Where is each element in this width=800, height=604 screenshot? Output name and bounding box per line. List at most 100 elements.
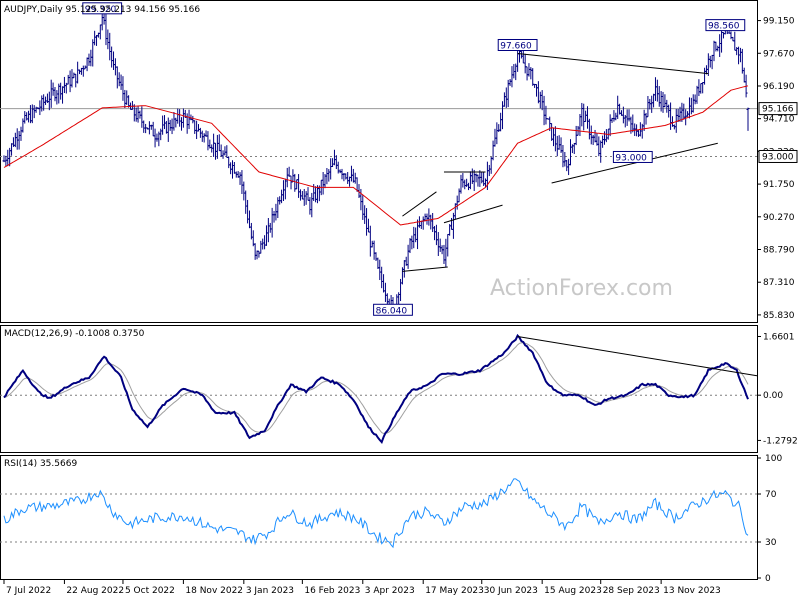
trendline: [551, 142, 718, 184]
price-bar: [669, 102, 673, 130]
price-bar: [467, 182, 471, 191]
price-bar: [697, 79, 701, 97]
price-bar: [283, 178, 287, 200]
price-bar: [38, 100, 42, 116]
price-bar: [663, 94, 667, 108]
price-bar: [585, 106, 589, 129]
price-bar: [433, 226, 437, 241]
price-bar: [523, 53, 527, 74]
price-bar: [425, 213, 429, 225]
price-bar: [653, 77, 657, 101]
price-bar: [476, 174, 480, 187]
price-bar: [95, 34, 99, 46]
price-bar: [655, 79, 659, 102]
price-bar: [621, 106, 625, 124]
price-bar: [85, 57, 89, 72]
price-bar: [93, 30, 97, 46]
x-tick-label: 18 Nov 2022: [185, 586, 243, 596]
price-bar: [550, 123, 554, 141]
price-bar: [557, 135, 561, 150]
price-bar: [104, 11, 108, 46]
level-price-label: 93.000: [762, 152, 794, 162]
price-bar: [568, 139, 572, 166]
price-bar: [4, 155, 8, 167]
rsi-legend: RSI(14) 35.5669: [4, 459, 77, 469]
price-bar: [468, 171, 472, 190]
price-bar: [153, 128, 157, 148]
price-bar: [159, 128, 163, 141]
price-bar: [491, 140, 495, 161]
price-bar: [587, 118, 591, 140]
x-tick-label: 15 Aug 2023: [544, 586, 602, 596]
price-bar: [53, 87, 57, 102]
annotation-label: 93.000: [615, 153, 647, 163]
price-bar: [227, 156, 231, 169]
watermark: ActionForex.com: [490, 276, 673, 301]
price-bar: [270, 207, 274, 238]
price-bar: [174, 117, 178, 128]
macd-signal-line: [3, 342, 749, 435]
price-bar: [408, 238, 412, 254]
x-tick-label: 5 Oct 2022: [125, 586, 175, 596]
price-bar: [531, 68, 535, 86]
price-bar: [365, 208, 369, 236]
price-bar: [325, 167, 329, 185]
price-bar: [693, 94, 697, 105]
price-bar: [542, 95, 546, 126]
price-bar: [410, 235, 414, 250]
price-bar: [166, 117, 170, 142]
price-tick-label: 87.310: [763, 278, 795, 288]
price-bar: [217, 134, 221, 152]
price-bar: [642, 109, 646, 131]
price-bar: [221, 150, 225, 159]
price-bar: [49, 79, 53, 108]
price-bar: [336, 161, 340, 174]
price-bar: [280, 189, 284, 204]
price-bar: [738, 47, 742, 63]
price-bar: [687, 97, 691, 119]
price-bar: [259, 240, 263, 254]
price-tick-label: 96.190: [763, 82, 795, 92]
price-tick-label: 94.710: [763, 115, 795, 125]
price-bar: [302, 189, 306, 206]
price-bar: [382, 274, 386, 293]
price-bar: [247, 210, 251, 229]
price-bar: [472, 169, 476, 191]
price-bar: [242, 181, 246, 201]
price-bar: [438, 238, 442, 252]
x-tick-label: 3 Jan 2023: [246, 586, 294, 596]
annotation-label: 97.660: [500, 41, 532, 51]
price-bar: [402, 260, 406, 278]
price-bar: [495, 122, 499, 145]
price-bar: [178, 109, 182, 127]
price-bar: [631, 114, 635, 133]
price-bar: [374, 252, 378, 262]
price-bar: [582, 103, 586, 131]
price-bar: [306, 187, 310, 201]
price-bar: [100, 13, 104, 31]
price-bar: [61, 86, 65, 104]
price-bar: [142, 120, 146, 133]
price-bar: [399, 278, 403, 302]
price-bar: [314, 186, 318, 203]
price-bar: [691, 94, 695, 113]
price-bar: [714, 41, 718, 52]
price-bar: [501, 101, 505, 130]
price-bar: [117, 72, 121, 87]
price-bar: [712, 40, 716, 62]
price-bar: [346, 172, 350, 184]
price-bar: [230, 160, 234, 179]
price-bar: [525, 66, 529, 81]
price-bar: [334, 155, 338, 170]
price-bar: [646, 95, 650, 118]
price-bar: [729, 31, 733, 40]
annotation-box: [373, 303, 413, 316]
price-bar: [168, 119, 172, 131]
price-bar: [223, 146, 227, 156]
price-tick-label: 91.750: [763, 180, 795, 190]
price-bar: [62, 76, 66, 93]
price-bar: [376, 257, 380, 269]
price-bar: [121, 76, 125, 101]
price-bar: [565, 160, 569, 172]
